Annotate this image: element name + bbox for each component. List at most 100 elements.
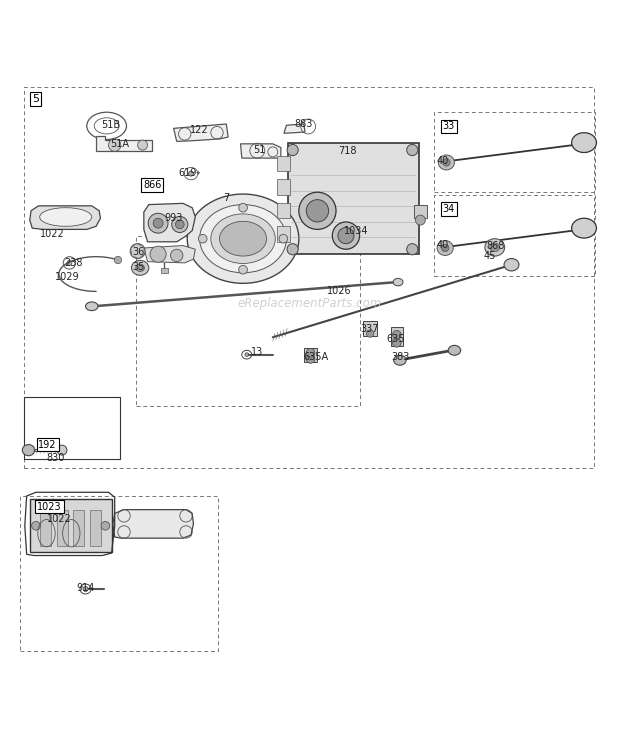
Text: 868: 868	[487, 241, 505, 251]
Ellipse shape	[200, 205, 286, 273]
Text: 1022: 1022	[46, 514, 71, 524]
Ellipse shape	[443, 158, 450, 166]
Ellipse shape	[366, 330, 374, 337]
Bar	[414, 205, 427, 218]
Text: 35: 35	[133, 262, 145, 272]
Bar	[161, 269, 168, 273]
Bar	[30, 499, 112, 552]
Bar	[57, 510, 68, 545]
Bar	[277, 155, 290, 171]
Ellipse shape	[57, 445, 67, 455]
Text: 1034: 1034	[343, 226, 368, 237]
Bar	[136, 236, 360, 406]
Ellipse shape	[138, 140, 148, 150]
Ellipse shape	[287, 244, 298, 254]
Ellipse shape	[438, 155, 454, 170]
Text: 830: 830	[46, 452, 65, 463]
Bar	[24, 397, 120, 459]
Text: 40: 40	[436, 156, 449, 166]
Ellipse shape	[306, 355, 315, 363]
Text: 33: 33	[443, 121, 455, 132]
Ellipse shape	[198, 234, 207, 243]
Ellipse shape	[338, 228, 354, 244]
Text: 993: 993	[164, 214, 183, 223]
Ellipse shape	[490, 243, 500, 251]
Ellipse shape	[187, 194, 299, 283]
Ellipse shape	[22, 444, 35, 455]
Ellipse shape	[40, 208, 92, 226]
Ellipse shape	[448, 345, 461, 355]
Ellipse shape	[188, 171, 193, 176]
Text: 13: 13	[251, 347, 264, 357]
Ellipse shape	[415, 215, 425, 225]
Ellipse shape	[245, 353, 249, 356]
Text: 635A: 635A	[304, 351, 329, 362]
Text: 337: 337	[360, 324, 379, 334]
Ellipse shape	[148, 214, 168, 233]
Ellipse shape	[32, 522, 40, 530]
Bar	[363, 321, 377, 336]
Polygon shape	[144, 203, 195, 242]
Ellipse shape	[441, 244, 449, 251]
Text: 1029: 1029	[55, 272, 79, 281]
Text: 7: 7	[223, 193, 229, 203]
Ellipse shape	[299, 192, 336, 229]
Bar	[73, 510, 84, 545]
Bar	[304, 348, 317, 362]
Ellipse shape	[86, 302, 98, 311]
Text: eReplacementParts.com: eReplacementParts.com	[238, 298, 382, 310]
Ellipse shape	[170, 249, 183, 262]
Ellipse shape	[407, 144, 418, 155]
Ellipse shape	[334, 150, 342, 156]
Bar	[40, 510, 51, 545]
Ellipse shape	[572, 218, 596, 238]
Ellipse shape	[219, 222, 267, 256]
Polygon shape	[144, 246, 195, 263]
Text: 383: 383	[391, 351, 410, 362]
Ellipse shape	[136, 264, 144, 272]
Ellipse shape	[394, 355, 406, 365]
Ellipse shape	[393, 278, 403, 286]
Bar	[20, 496, 218, 651]
Bar	[434, 195, 595, 276]
Ellipse shape	[130, 244, 145, 258]
Ellipse shape	[101, 522, 110, 530]
Text: 1023: 1023	[37, 501, 62, 512]
Ellipse shape	[306, 348, 315, 357]
Text: 51A: 51A	[110, 139, 129, 150]
Text: 122: 122	[190, 124, 209, 135]
Ellipse shape	[153, 218, 163, 228]
Ellipse shape	[108, 139, 121, 151]
Polygon shape	[284, 124, 305, 133]
Text: 883: 883	[294, 119, 313, 129]
Ellipse shape	[306, 199, 329, 222]
Ellipse shape	[131, 260, 149, 275]
Text: 51: 51	[253, 145, 265, 155]
Bar	[24, 87, 594, 468]
Text: 1026: 1026	[327, 286, 352, 296]
Text: 40: 40	[436, 240, 449, 250]
Polygon shape	[30, 206, 100, 229]
Text: 866: 866	[143, 180, 162, 190]
Text: 238: 238	[64, 258, 82, 268]
Ellipse shape	[287, 144, 298, 155]
Ellipse shape	[67, 260, 72, 266]
Ellipse shape	[175, 220, 184, 229]
Text: 36: 36	[133, 247, 145, 257]
Polygon shape	[174, 124, 228, 141]
Text: 914: 914	[76, 583, 95, 593]
Ellipse shape	[572, 132, 596, 153]
Ellipse shape	[150, 246, 166, 263]
Text: 635: 635	[386, 334, 405, 344]
Bar	[90, 510, 101, 545]
Text: 5: 5	[32, 94, 39, 104]
Polygon shape	[241, 144, 281, 158]
Bar	[277, 226, 290, 242]
Bar	[391, 327, 403, 346]
Text: 51B: 51B	[101, 121, 120, 130]
Polygon shape	[96, 135, 152, 151]
Ellipse shape	[279, 234, 288, 243]
Text: ✦: ✦	[196, 171, 201, 176]
Polygon shape	[113, 510, 193, 538]
Ellipse shape	[392, 339, 401, 347]
